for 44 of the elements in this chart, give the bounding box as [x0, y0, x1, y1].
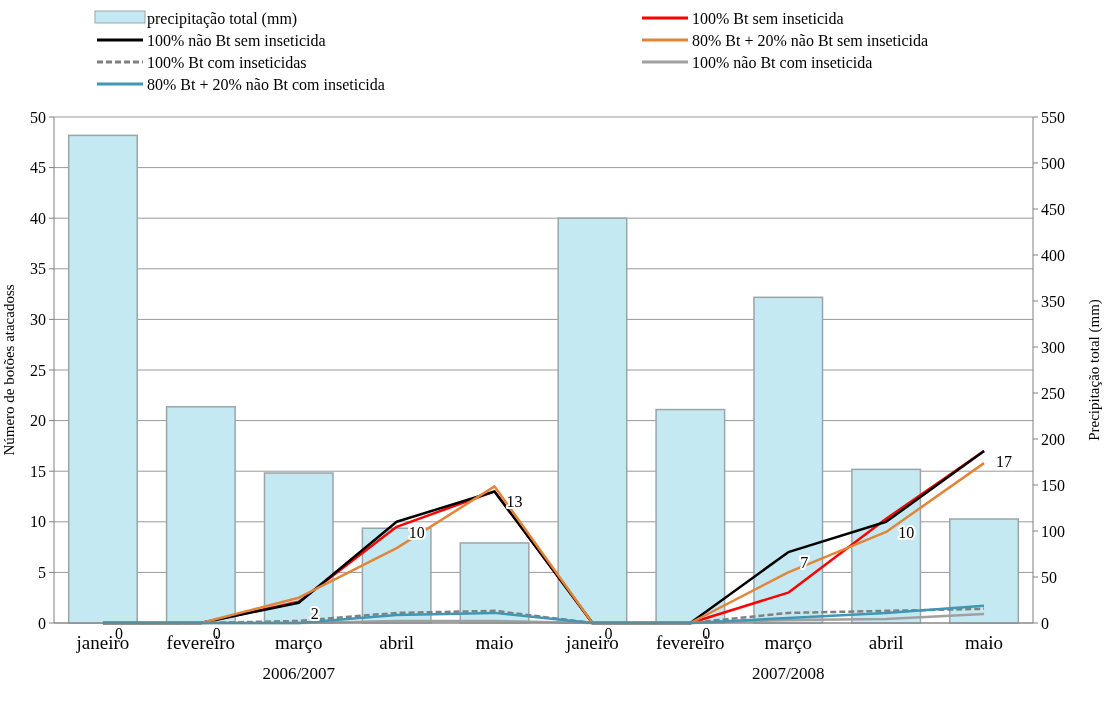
- y-tick-label: 10: [30, 513, 46, 531]
- x-tick-label: maio: [965, 632, 1004, 653]
- y2-tick-label: 450: [1041, 200, 1065, 218]
- y-axis-title: Número de botões atacadoss: [1, 284, 17, 456]
- y2-tick-label: 400: [1041, 246, 1065, 264]
- y-tick-label: 15: [30, 462, 46, 480]
- legend-label: 80% Bt + 20% não Bt sem inseticida: [692, 31, 929, 49]
- y2-tick-label: 350: [1041, 292, 1065, 310]
- y-tick-label: 25: [30, 361, 46, 379]
- y2-axis-title: Precipitação total (mm): [1086, 299, 1103, 441]
- text: 2007/2008: [751, 664, 825, 683]
- data-label: 10: [898, 523, 915, 541]
- y2-tick-label: 100: [1041, 522, 1065, 540]
- data-label: 2: [310, 604, 319, 622]
- y-tick-label: 5: [38, 564, 46, 581]
- legend-label: 100% Bt com inseticidas: [147, 53, 307, 71]
- y2-tick-label: 300: [1041, 338, 1065, 356]
- legend-label: 100% Bt sem inseticida: [692, 9, 844, 27]
- y2-tick-label: 500: [1041, 154, 1065, 172]
- y-tick-label: 0: [38, 614, 46, 632]
- x-tick-label: abril: [379, 632, 415, 653]
- text: 2006/2007: [262, 664, 336, 683]
- y-tick-label: 40: [30, 209, 46, 227]
- x-tick-label: maio: [475, 632, 514, 653]
- legend-label: 100% não Bt com inseticida: [692, 53, 873, 71]
- y2-tick-label: 0: [1041, 614, 1049, 632]
- y-tick-label: 45: [30, 159, 46, 177]
- data-label: 17: [996, 452, 1013, 470]
- y2-tick-label: 50: [1041, 568, 1057, 586]
- y2-tick-label: 550: [1041, 108, 1065, 126]
- legend-label: precipitação total (mm): [147, 9, 298, 28]
- y-tick-label: 35: [30, 260, 46, 278]
- y-tick-label: 30: [30, 311, 46, 328]
- legend-label: 80% Bt + 20% não Bt com inseticida: [147, 75, 385, 93]
- x-tick-label: abril: [868, 632, 904, 653]
- y-tick-label: 20: [30, 412, 46, 430]
- x-tick-label: março: [275, 632, 323, 653]
- data-label: 13: [506, 493, 523, 511]
- legend-label: 100% não Bt sem inseticida: [147, 31, 326, 49]
- y2-tick-label: 200: [1041, 430, 1065, 448]
- y-tick-label: 50: [30, 108, 46, 126]
- x-tick-label: março: [764, 632, 812, 653]
- y2-tick-label: 150: [1041, 476, 1065, 494]
- y2-tick-label: 250: [1041, 384, 1065, 402]
